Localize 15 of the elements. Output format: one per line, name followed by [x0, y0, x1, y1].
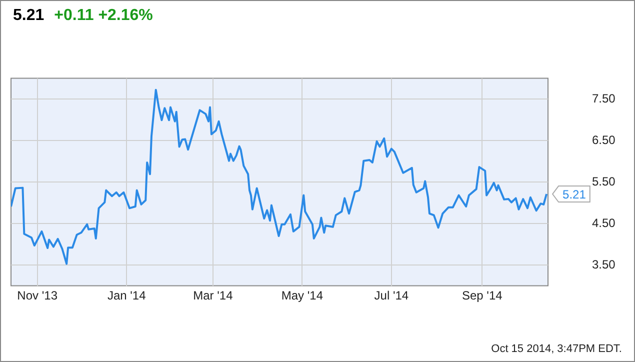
x-tick-label: May '14 — [281, 288, 324, 302]
y-tick-label: 7.50 — [592, 91, 616, 106]
data-label: 5.21 — [562, 187, 586, 202]
y-tick-label: 6.50 — [592, 132, 616, 147]
x-tick-label: Jul '14 — [374, 288, 409, 302]
chart-subtitle: +0.11 +2.16% — [54, 7, 153, 24]
x-tick-label: Jan '14 — [107, 288, 146, 302]
y-tick-label: 5.50 — [592, 174, 616, 188]
text: Oct 15 2014, 3:47PM EDT. — [491, 343, 622, 355]
y-tick-label: 4.50 — [592, 216, 616, 230]
x-tick-label: Sep '14 — [462, 288, 503, 302]
x-tick-label: Nov '13 — [17, 288, 58, 302]
chart-title: 5.21 — [13, 7, 44, 24]
x-tick-label: Mar '14 — [193, 288, 234, 302]
y-tick-label: 3.50 — [592, 257, 616, 272]
